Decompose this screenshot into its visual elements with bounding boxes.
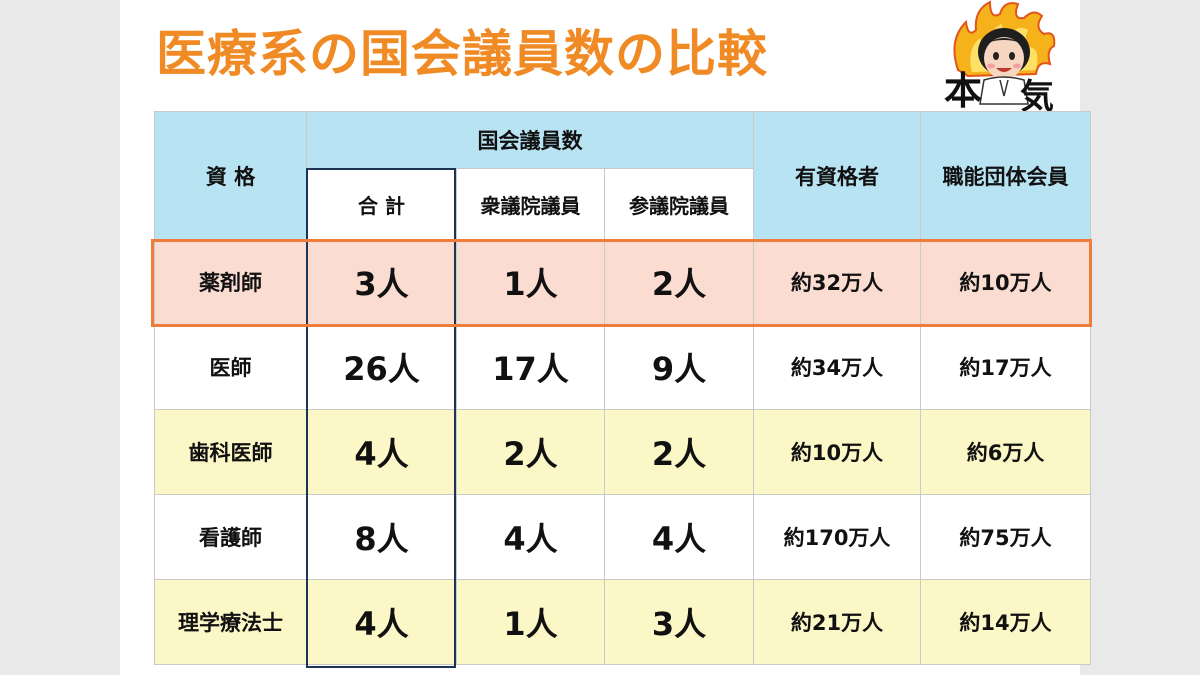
row-licensed: 約34万人 bbox=[753, 324, 922, 410]
comparison-table: 資 格 国会議員数 有資格者 職能団体会員 合 計 衆議院議員 参議院議員 薬剤… bbox=[154, 111, 1092, 665]
row-lower: 1人 bbox=[456, 239, 605, 325]
row-upper: 2人 bbox=[603, 239, 755, 325]
header-licensed: 有資格者 bbox=[753, 111, 922, 240]
row-lower: 4人 bbox=[456, 494, 605, 580]
header-upper-house: 参議院議員 bbox=[603, 168, 755, 240]
table-row: 理学療法士 4人 1人 3人 約21万人 約14万人 bbox=[154, 579, 1092, 665]
row-lower: 2人 bbox=[456, 409, 605, 495]
row-upper: 9人 bbox=[603, 324, 755, 410]
row-upper: 3人 bbox=[603, 579, 755, 665]
row-upper: 2人 bbox=[603, 409, 755, 495]
table-row: 歯科医師 4人 2人 2人 約10万人 約6万人 bbox=[154, 409, 1092, 495]
header-total: 合 計 bbox=[306, 168, 457, 240]
row-licensed: 約21万人 bbox=[753, 579, 922, 665]
header-qualification: 資 格 bbox=[154, 111, 307, 240]
row-lower: 1人 bbox=[456, 579, 605, 665]
row-name: 薬剤師 bbox=[154, 239, 307, 325]
row-association: 約75万人 bbox=[920, 494, 1092, 580]
row-licensed: 約170万人 bbox=[753, 494, 922, 580]
table-row: 看護師 8人 4人 4人 約170万人 約75万人 bbox=[154, 494, 1092, 580]
row-name: 医師 bbox=[154, 324, 307, 410]
row-total: 4人 bbox=[306, 409, 457, 495]
row-licensed: 約10万人 bbox=[753, 409, 922, 495]
row-name: 看護師 bbox=[154, 494, 307, 580]
mascot-char-2: 気 bbox=[1020, 77, 1054, 117]
table-row: 薬剤師 3人 1人 2人 約32万人 約10万人 bbox=[154, 239, 1092, 325]
row-upper: 4人 bbox=[603, 494, 755, 580]
mascot-icon: 本 気 だ bbox=[938, 0, 1068, 125]
row-association: 約10万人 bbox=[920, 239, 1092, 325]
header-association: 職能団体会員 bbox=[920, 111, 1092, 240]
mascot-char-1: 本 bbox=[944, 68, 982, 113]
row-name: 歯科医師 bbox=[154, 409, 307, 495]
slide: 医療系の国会議員数の比較 本 気 だ bbox=[120, 0, 1092, 675]
row-association: 約6万人 bbox=[920, 409, 1092, 495]
page-title: 医療系の国会議員数の比較 bbox=[156, 25, 768, 83]
header-members-group: 国会議員数 bbox=[305, 111, 755, 169]
header-lower-house: 衆議院議員 bbox=[456, 168, 605, 240]
row-total: 4人 bbox=[306, 579, 457, 665]
row-name: 理学療法士 bbox=[154, 579, 307, 665]
row-lower: 17人 bbox=[456, 324, 605, 410]
row-total: 3人 bbox=[306, 239, 457, 325]
row-total: 8人 bbox=[306, 494, 457, 580]
row-total: 26人 bbox=[306, 324, 457, 410]
row-association: 約17万人 bbox=[920, 324, 1092, 410]
table-row: 医師 26人 17人 9人 約34万人 約17万人 bbox=[154, 324, 1092, 410]
row-licensed: 約32万人 bbox=[753, 239, 922, 325]
row-association: 約14万人 bbox=[920, 579, 1092, 665]
